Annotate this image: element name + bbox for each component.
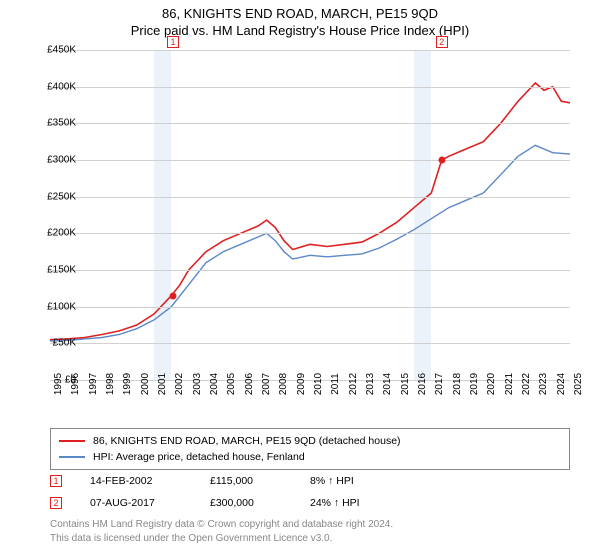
y-axis-label: £400K (36, 81, 76, 92)
sale-dot (438, 157, 445, 164)
legend-swatch-2 (59, 456, 85, 458)
grid-line (50, 343, 570, 344)
sale-price-2: £300,000 (210, 497, 310, 509)
sale-price-1: £115,000 (210, 475, 310, 487)
x-axis-label: 2012 (348, 373, 359, 395)
title-address: 86, KNIGHTS END ROAD, MARCH, PE15 9QD (0, 6, 600, 21)
grid-line (50, 50, 570, 51)
grid-line (50, 233, 570, 234)
x-axis-label: 2023 (538, 373, 549, 395)
x-axis-label: 2001 (157, 373, 168, 395)
chart-lines-svg (50, 50, 570, 380)
y-axis-label: £350K (36, 118, 76, 129)
x-axis-label: 2007 (261, 373, 272, 395)
y-axis-label: £150K (36, 265, 76, 276)
x-axis-label: 2006 (244, 373, 255, 395)
x-axis-label: 2025 (573, 373, 584, 395)
footer-line-2: This data is licensed under the Open Gov… (50, 532, 570, 546)
grid-line (50, 270, 570, 271)
y-axis-label: £450K (36, 45, 76, 56)
x-axis-label: 2003 (192, 373, 203, 395)
sale-row-2: 2 07-AUG-2017 £300,000 24% ↑ HPI (50, 492, 570, 514)
x-axis-label: 1997 (88, 373, 99, 395)
x-axis-label: 2024 (556, 373, 567, 395)
x-axis-labels: 1995199619971998199920002001200220032004… (50, 384, 570, 434)
x-axis-label: 2000 (140, 373, 151, 395)
grid-line (50, 87, 570, 88)
y-axis-label: £200K (36, 228, 76, 239)
sale-row-1: 1 14-FEB-2002 £115,000 8% ↑ HPI (50, 470, 570, 492)
x-axis-label: 2016 (417, 373, 428, 395)
grid-line (50, 160, 570, 161)
x-axis-label: 2008 (278, 373, 289, 395)
series-line (50, 83, 570, 340)
series-line (50, 145, 570, 341)
sale-date-1: 14-FEB-2002 (90, 475, 210, 487)
x-axis-label: 2018 (452, 373, 463, 395)
sale-marker-1: 1 (50, 475, 62, 487)
legend-item-1: 86, KNIGHTS END ROAD, MARCH, PE15 9QD (d… (59, 433, 561, 449)
x-axis-label: 2020 (486, 373, 497, 395)
sale-marker-2: 2 (50, 497, 62, 509)
x-axis-label: 1999 (122, 373, 133, 395)
grid-line (50, 123, 570, 124)
title-subtitle: Price paid vs. HM Land Registry's House … (0, 23, 600, 38)
sale-delta-2: 24% ↑ HPI (310, 497, 430, 509)
legend: 86, KNIGHTS END ROAD, MARCH, PE15 9QD (d… (50, 428, 570, 470)
x-axis-label: 2009 (296, 373, 307, 395)
legend-swatch-1 (59, 440, 85, 442)
x-axis-label: 2014 (382, 373, 393, 395)
x-axis-label: 2002 (174, 373, 185, 395)
y-axis-label: £300K (36, 155, 76, 166)
sale-delta-1: 8% ↑ HPI (310, 475, 430, 487)
legend-label-1: 86, KNIGHTS END ROAD, MARCH, PE15 9QD (d… (93, 435, 401, 447)
sale-dot (170, 292, 177, 299)
footer-line-1: Contains HM Land Registry data © Crown c… (50, 518, 570, 532)
x-axis-label: 2010 (313, 373, 324, 395)
legend-item-2: HPI: Average price, detached house, Fenl… (59, 449, 561, 465)
sale-marker-box: 1 (167, 36, 179, 48)
legend-label-2: HPI: Average price, detached house, Fenl… (93, 451, 305, 463)
x-axis-label: 2011 (330, 373, 341, 395)
grid-line (50, 307, 570, 308)
x-axis-label: 2013 (365, 373, 376, 395)
footer: Contains HM Land Registry data © Crown c… (50, 518, 570, 545)
y-axis-label: £0 (36, 375, 76, 386)
x-axis-label: 2005 (226, 373, 237, 395)
chart-plot-area (50, 50, 570, 380)
x-axis-label: 2017 (434, 373, 445, 395)
sale-date-2: 07-AUG-2017 (90, 497, 210, 509)
grid-line (50, 197, 570, 198)
x-axis-label: 2022 (521, 373, 532, 395)
x-axis-label: 1998 (105, 373, 116, 395)
x-axis-label: 2015 (400, 373, 411, 395)
y-axis-label: £250K (36, 191, 76, 202)
x-axis-label: 2021 (504, 373, 515, 395)
sale-marker-box: 2 (436, 36, 448, 48)
sale-rows: 1 14-FEB-2002 £115,000 8% ↑ HPI 2 07-AUG… (50, 470, 570, 514)
chart-container: 86, KNIGHTS END ROAD, MARCH, PE15 9QD Pr… (0, 0, 600, 560)
title-block: 86, KNIGHTS END ROAD, MARCH, PE15 9QD Pr… (0, 0, 600, 38)
y-axis-label: £50K (36, 338, 76, 349)
y-axis-label: £100K (36, 301, 76, 312)
x-axis-label: 2004 (209, 373, 220, 395)
x-axis-label: 2019 (469, 373, 480, 395)
